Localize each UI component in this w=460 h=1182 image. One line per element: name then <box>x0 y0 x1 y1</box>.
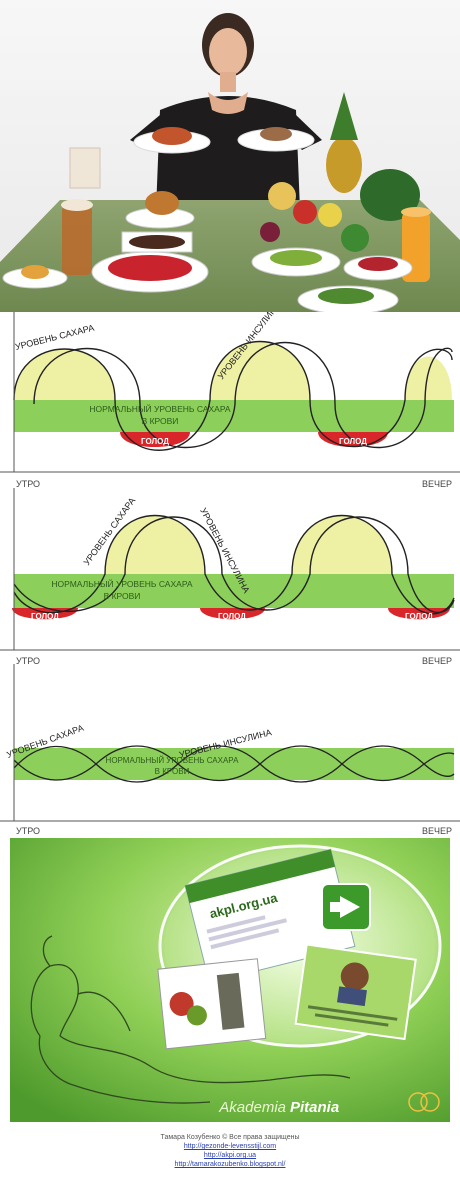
hunger-label-1: ГОЛОД <box>141 437 169 446</box>
akademia-pitania-banner[interactable]: akpl.org.ua Akademia Pitania <box>0 836 460 1182</box>
brand-logo-icon <box>408 1092 440 1112</box>
diagram-panel-3: УРОВЕНЬ САХАРА УРОВЕНЬ ИНСУЛИНА НОРМАЛЬН… <box>0 664 460 836</box>
banner-graphic: akpl.org.ua Akademia Pitania <box>10 838 450 1122</box>
insulin-curve <box>33 342 453 449</box>
normal-sugar-band <box>14 400 454 432</box>
sugar-curve <box>13 340 453 451</box>
normal-level-label-line1: НОРМАЛЬНЫЙ УРОВЕНЬ САХАРА <box>89 403 231 414</box>
evening-label: ВЕЧЕР <box>422 479 452 488</box>
evening-label: ВЕЧЕР <box>422 656 452 664</box>
author-avatar <box>340 962 369 991</box>
sugar-curve <box>13 514 455 615</box>
back-arrow-icon[interactable] <box>321 883 371 931</box>
evening-label: ВЕЧЕР <box>422 826 452 836</box>
hunger-label-1: ГОЛОД <box>31 612 59 621</box>
insulin-curve <box>13 516 455 614</box>
diagram-panel-1: УРОВЕНЬ САХАРА УРОВЕНЬ ИНСУЛИНА НОРМАЛЬН… <box>0 312 460 488</box>
normal-sugar-band <box>14 748 454 780</box>
normal-sugar-band <box>14 574 454 608</box>
morning-label: УТРО <box>16 826 40 836</box>
brand-part2: Pitania <box>290 1099 339 1116</box>
hunger-zone-1 <box>120 432 190 447</box>
reclining-figure-sketch <box>30 935 351 1104</box>
brand-part1: Akademia <box>218 1099 286 1116</box>
normal-level-label-line1: НОРМАЛЬНЫЙ УРОВЕНЬ САХАРА <box>51 578 193 589</box>
footer-link-1[interactable]: http://gezonde-levensstijl.com <box>183 1143 277 1150</box>
copyright-text: Тамара Козубенко © Все права защищены <box>160 1134 300 1141</box>
hero-photo <box>0 0 460 312</box>
footer-link-2[interactable]: http://akpi.org.ua <box>203 1152 257 1159</box>
diagram-panel-2: УРОВЕНЬ САХАРА УРОВЕНЬ ИНСУЛИНА НОРМАЛЬН… <box>0 488 460 664</box>
footer-link-3[interactable]: http://tamarakozubenko.blogspot.nl/ <box>174 1161 286 1168</box>
normal-level-label-line1: НОРМАЛЬНЫЙ УРОВЕНЬ САХАРА <box>106 756 240 765</box>
normal-level-label-line2: В КРОВИ <box>104 591 141 601</box>
hunger-label-2: ГОЛОД <box>339 437 367 446</box>
morning-label: УТРО <box>16 656 40 664</box>
morning-label: УТРО <box>16 479 40 488</box>
normal-level-label-line2: В КРОВИ <box>155 767 190 776</box>
insulin-curve <box>13 745 455 782</box>
hunger-label-3: ГОЛОД <box>405 612 433 621</box>
normal-level-label-line2: В КРОВИ <box>142 416 179 426</box>
hunger-zone-3 <box>388 608 450 620</box>
sugar-level-label: УРОВЕНЬ САХАРА <box>14 323 95 352</box>
hunger-zone-2 <box>200 608 265 620</box>
hunger-label-2: ГОЛОД <box>218 612 246 621</box>
